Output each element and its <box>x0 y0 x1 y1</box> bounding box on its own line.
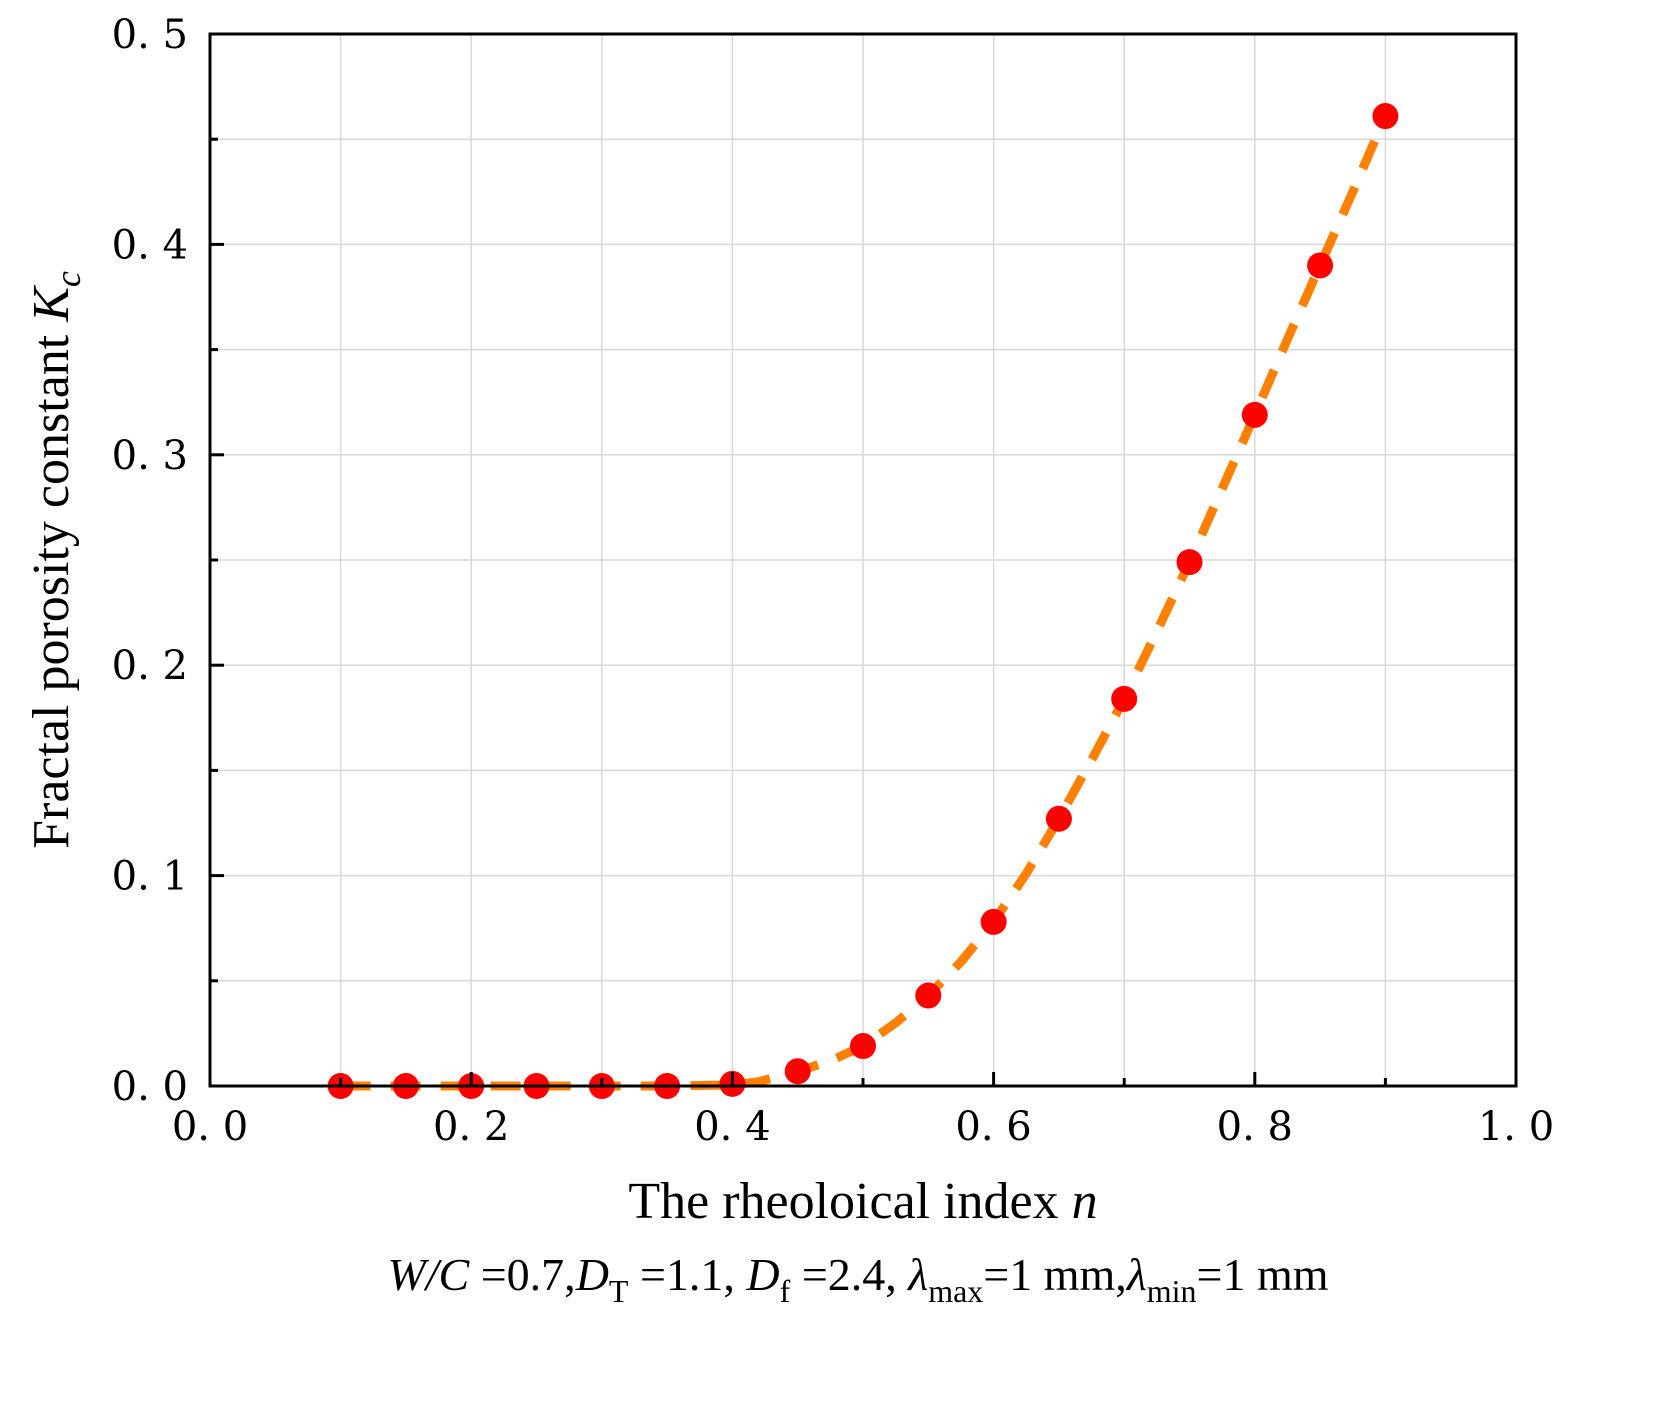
x-tick-label: 0. 8 <box>1217 1104 1293 1150</box>
fit-line <box>340 114 1390 1091</box>
y-tick-label: 0. 1 <box>112 854 188 900</box>
data-point <box>980 908 1007 935</box>
data-point <box>1111 685 1138 712</box>
x-tick-label: 1. 0 <box>1478 1104 1554 1150</box>
y-tick-label: 0. 2 <box>112 643 188 689</box>
data-point <box>1307 252 1334 279</box>
data-point <box>1176 549 1203 576</box>
data-point <box>915 982 942 1009</box>
parameter-caption: W/C =0.7,DT =1.1, Df =2.4, λmax=1 mm,λmi… <box>387 1249 1328 1309</box>
data-point <box>1241 401 1268 428</box>
data-point <box>1045 805 1072 832</box>
y-tick-label: 0. 4 <box>112 222 188 268</box>
y-tick-label: 0. 0 <box>112 1064 188 1110</box>
y-tick-label: 0. 5 <box>112 12 188 58</box>
x-axis-title: The rheoloical index n <box>628 1173 1097 1230</box>
data-point <box>850 1033 876 1060</box>
tick-labels: 0. 0 0. 2 0. 4 0. 6 0. 8 1. 0 0. 0 0. 1 0. 2 0. 3… <box>112 12 1554 1150</box>
x-tick-label: 0. 6 <box>955 1104 1031 1150</box>
data-point <box>1372 103 1399 130</box>
x-tick-label: 0. 2 <box>433 1104 509 1150</box>
axis-ticks <box>208 32 1518 1088</box>
x-tick-label: 0. 4 <box>694 1104 770 1150</box>
data-point <box>784 1058 811 1085</box>
x-tick-label: 0. 0 <box>172 1104 248 1150</box>
fit-series-line <box>340 114 1390 1091</box>
y-tick-label: 0. 3 <box>112 433 188 479</box>
grid <box>210 34 1516 1086</box>
points-series <box>327 103 1399 1099</box>
y-axis-title: Fractal porosity constant Kc <box>23 271 88 849</box>
